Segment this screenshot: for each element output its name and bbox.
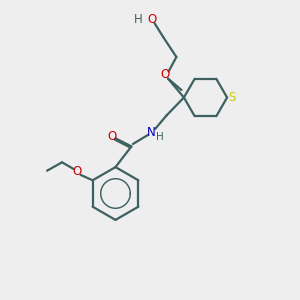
Text: S: S [229, 91, 236, 104]
Text: O: O [147, 13, 156, 26]
Text: H: H [134, 13, 143, 26]
Text: N: N [147, 125, 156, 139]
Text: O: O [107, 130, 116, 143]
Text: H: H [156, 132, 164, 142]
Text: O: O [160, 68, 169, 82]
Text: O: O [72, 165, 82, 178]
